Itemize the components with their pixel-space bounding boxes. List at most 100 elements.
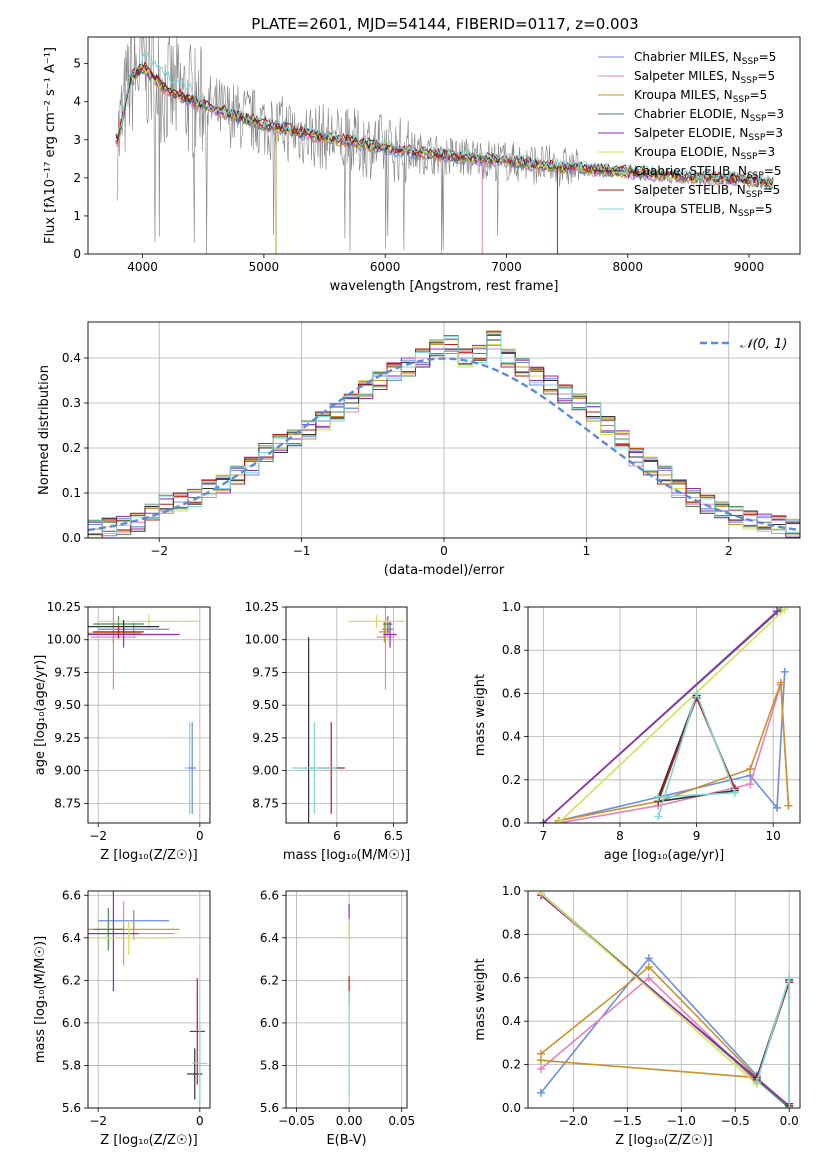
y-tick-label: 6.2: [62, 973, 81, 987]
legend-entry: 𝒩(0, 1): [740, 337, 787, 352]
x-tick-label: 6: [333, 829, 341, 843]
y-tick-label: 6.0: [62, 1016, 81, 1030]
plus-marker: [746, 765, 755, 773]
x-tick-label: 8: [616, 829, 624, 843]
x-axis-label: Z [log₁₀(Z/Z☉)]: [100, 1133, 197, 1148]
mass-weight-line: [558, 671, 786, 822]
plus-marker: [644, 973, 653, 982]
residuals-legend: 𝒩(0, 1): [700, 337, 787, 352]
x-tick-label: −2: [89, 829, 107, 843]
y-tick-label: 0.8: [502, 927, 521, 941]
model-line-1: [115, 66, 774, 191]
y-tick-label: 9.25: [252, 731, 279, 745]
y-tick-label: 0.8: [502, 643, 521, 657]
mass-weight-line: [540, 892, 758, 1085]
plus-marker: [536, 891, 545, 898]
x-axis-label: age [log₁₀(age/yr)]: [604, 848, 725, 863]
normal-distribution-curve: [88, 357, 800, 532]
plot-frame: [285, 890, 408, 1109]
y-axis-label: mass weight: [473, 674, 488, 756]
massweight-age-plot-area: [539, 607, 793, 823]
y-tick-label: 6.6: [260, 888, 279, 902]
plus-marker: [539, 819, 548, 823]
model-line-9: [115, 50, 774, 184]
y-tick-label: 9.75: [54, 665, 81, 679]
spectrum-axes: 4000 5000 6000 7000 8000 9000 0 1 2 3 4 5 wavelength…: [43, 36, 801, 294]
plus-marker: [773, 803, 782, 812]
y-tick-label: 0.0: [502, 816, 521, 830]
x-tick-label: −1.0: [667, 1114, 696, 1128]
mass-weight-line: [558, 682, 790, 822]
plus-marker: [746, 780, 755, 789]
histogram-step-line: [88, 334, 800, 535]
x-tick-label: 10: [766, 829, 781, 843]
mass-Z-axes: −2 0 5.6 5.8 6.0 6.2 6.4 6.6 Z [log₁₀(Z/Z☉)] mass…: [33, 888, 211, 1148]
x-tick-label: 0.00: [336, 1114, 363, 1128]
legend-entry: Chabrier ELODIE, NSSP=3: [634, 107, 784, 124]
plus-marker: [654, 812, 663, 821]
x-tick-label: 0.0: [780, 1114, 799, 1128]
plot-frame: [87, 890, 211, 1109]
x-tick-label: 5000: [249, 260, 280, 274]
x-tick-label: −2: [89, 1114, 107, 1128]
plus-marker: [780, 607, 789, 614]
y-axis-label: Flux [fλ10⁻¹⁷ erg cm⁻² s⁻¹ A⁻¹]: [43, 47, 58, 244]
plot-frame: [285, 606, 408, 824]
plot-frame: [527, 890, 801, 1109]
y-tick-label: 0.2: [502, 773, 521, 787]
y-axis-label: age [log₁₀(age/yr)]: [33, 655, 48, 776]
age-mass-plot-area: [291, 607, 405, 823]
y-tick-label: 0.6: [502, 686, 521, 700]
y-tick-label: 0.2: [502, 1058, 521, 1072]
x-tick-label: −1: [293, 544, 311, 558]
plot-frame: [527, 606, 801, 824]
x-tick-label: 6.5: [384, 829, 403, 843]
mass-weight-line: [558, 608, 786, 823]
legend-entry: Salpeter STELIB, NSSP=5: [634, 183, 780, 200]
plus-marker: [644, 962, 653, 971]
plus-marker: [654, 793, 663, 802]
mass-weight-line: [657, 690, 737, 817]
plus-marker: [773, 607, 782, 616]
y-tick-label: 6.4: [260, 931, 279, 945]
y-tick-label: 0.3: [62, 396, 81, 410]
plus-marker: [752, 1077, 761, 1086]
x-tick-label: 0: [196, 829, 204, 843]
mass-Z-plot-area: [88, 891, 208, 1106]
y-tick-label: 9.75: [252, 665, 279, 679]
age-mass-axes: 6 6.5 8.75 9.00 9.25 9.50 9.75 10.00 10.25 mass […: [245, 600, 411, 863]
x-tick-label: 6000: [370, 260, 401, 274]
age-Z-plot-area: [88, 607, 200, 814]
x-axis-label: E(B-V): [326, 1133, 366, 1148]
plus-marker: [536, 1056, 545, 1065]
x-tick-label: −0.5: [721, 1114, 750, 1128]
y-tick-label: 10.00: [245, 633, 279, 647]
spectrum-legend: Chabrier MILES, NSSP=5 Salpeter MILES, NS…: [598, 50, 784, 219]
y-tick-label: 2: [73, 171, 81, 185]
y-tick-label: 0.0: [502, 1101, 521, 1115]
x-axis-label: Z [log₁₀(Z/Z☉)]: [615, 1133, 712, 1148]
plus-marker: [780, 667, 789, 676]
y-tick-label: 3: [73, 133, 81, 147]
x-axis-label: mass [log₁₀(M/M☉)]: [283, 848, 410, 863]
y-tick-label: 6.0: [260, 1016, 279, 1030]
y-tick-label: 0.4: [62, 351, 81, 365]
plus-marker: [776, 678, 785, 687]
y-tick-label: 9.00: [54, 764, 81, 778]
y-tick-label: 0.6: [502, 971, 521, 985]
x-tick-label: 7000: [491, 260, 522, 274]
plot-frame: [87, 321, 801, 539]
plus-marker: [785, 1104, 794, 1108]
legend-entry: Kroupa STELIB, NSSP=5: [634, 202, 772, 219]
figure-title: PLATE=2601, MJD=54144, FIBERID=0117, z=0…: [251, 15, 638, 33]
y-tick-label: 10.00: [47, 633, 81, 647]
x-axis-label: wavelength [Angstrom, rest frame]: [330, 279, 559, 294]
legend-entry: Chabrier MILES, NSSP=5: [634, 50, 776, 67]
x-tick-label: 2: [725, 544, 733, 558]
y-tick-label: 8.75: [54, 796, 81, 810]
y-tick-label: 0.4: [502, 730, 521, 744]
x-tick-label: −2.0: [559, 1114, 588, 1128]
x-tick-label: 4000: [127, 260, 158, 274]
y-tick-label: 6.2: [260, 973, 279, 987]
